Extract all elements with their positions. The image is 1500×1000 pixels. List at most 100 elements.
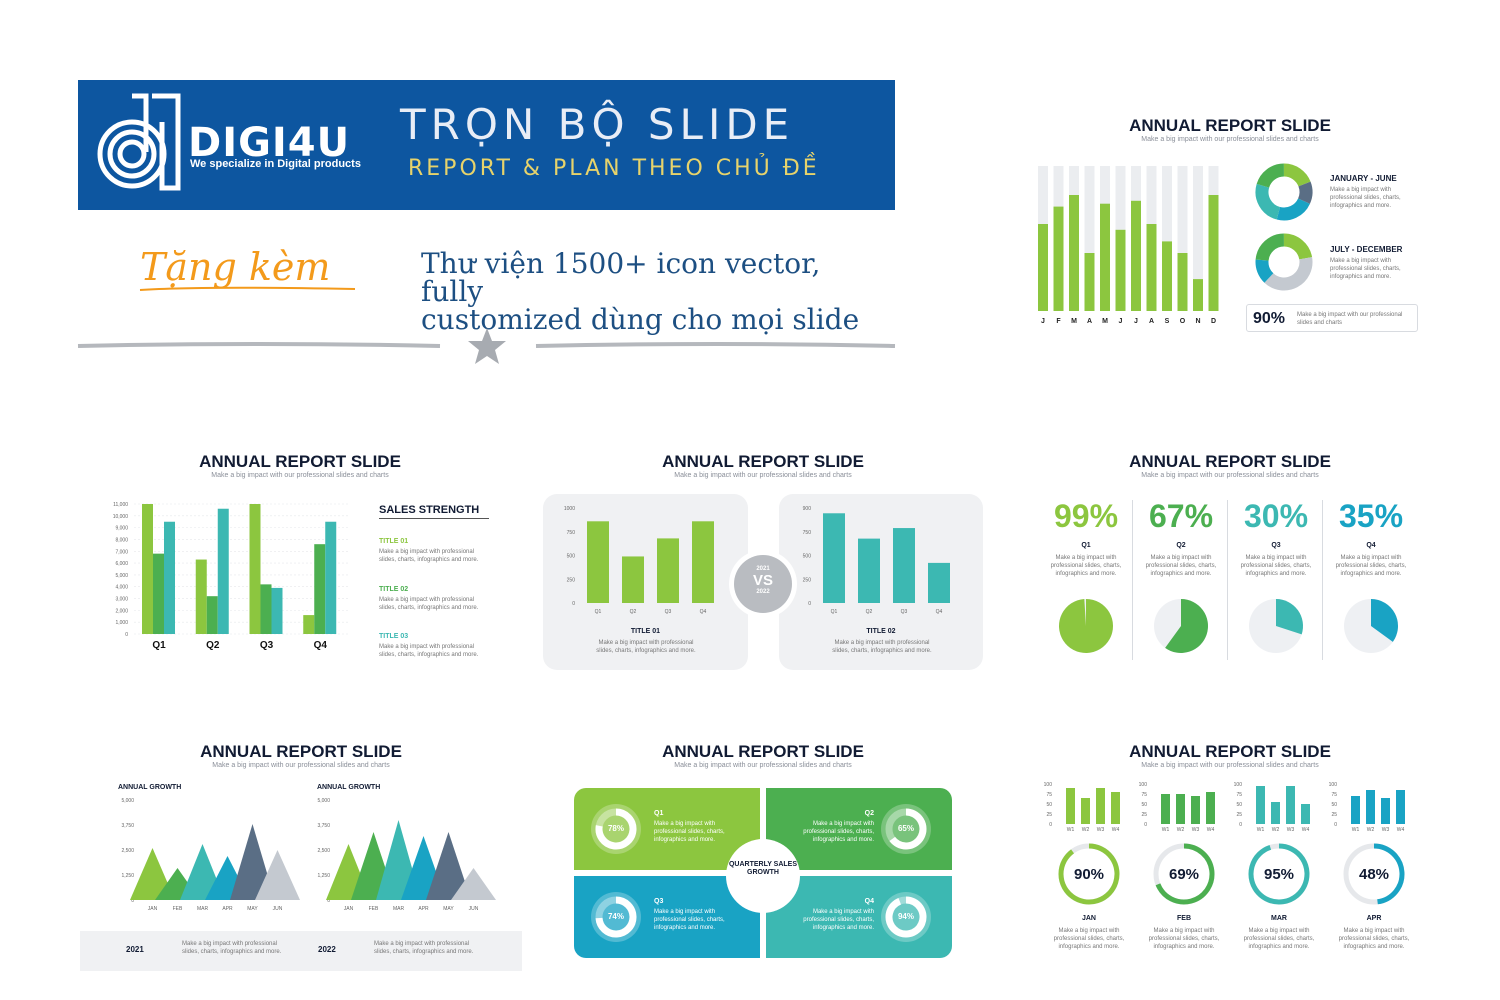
quadrant-label: Q2 — [864, 810, 874, 817]
slide-4: ANNUAL REPORT SLIDE Make a big impact wi… — [1040, 452, 1420, 667]
slide-5-footer: 2021 Make a big impact with professional… — [80, 931, 522, 971]
quadrant-label: Q1 — [654, 810, 664, 817]
quadrant-ring: 78% — [591, 804, 641, 854]
quadrant-q2: 65% Q2 Make a big impact with professional… — [766, 788, 952, 870]
slide-5-right-area-chart: 0 1,250 2,500 3,750 5,000 JAN FEB MAR APR MAY JUN — [317, 798, 496, 912]
y-tick: 500 — [567, 554, 576, 560]
quadrant-ring-arc — [595, 896, 637, 938]
vs-year-2: 2022 — [756, 589, 770, 595]
week-label: W3 — [1382, 827, 1390, 833]
month-bar — [1146, 224, 1157, 311]
slide-5-title: ANNUAL REPORT SLIDE — [200, 742, 402, 761]
month-bar — [1193, 279, 1203, 311]
quarter-bar — [206, 596, 218, 634]
slide-6-subtitle: Make a big impact with our professional … — [674, 762, 852, 769]
vs-badge: 2021 VS 2022 — [734, 555, 792, 613]
quarter-desc: Make a big impact with professional slid… — [1050, 555, 1122, 577]
y-tick: 2,500 — [317, 848, 330, 854]
weekly-bar-chart: 0 25 50 75 100 W1 W2 W3 W4 — [1234, 782, 1310, 833]
week-label: W1 — [1067, 827, 1075, 833]
month-bar — [1069, 195, 1079, 311]
y-tick: 75 — [1141, 792, 1147, 798]
brand-tagline: We specialize in Digital products — [190, 158, 361, 170]
week-label: W4 — [1302, 827, 1310, 833]
month-bar — [1162, 241, 1172, 311]
quarter-bar — [303, 615, 315, 634]
donut-2-slice — [1283, 233, 1313, 260]
slide-1-subtitle: Make a big impact with our professional … — [1141, 136, 1319, 143]
quarter-label: Q1 — [595, 609, 602, 615]
quadrant-ring: 74% — [591, 892, 641, 942]
month-desc: Make a big impact with professional slid… — [1053, 928, 1125, 950]
month-label: APR — [222, 906, 233, 912]
month-bar-bg — [1084, 166, 1095, 311]
week-bar — [1096, 788, 1105, 824]
growth-peak — [130, 848, 175, 900]
week-bar — [1256, 786, 1265, 824]
quarter-bar — [657, 538, 679, 603]
donut-1-desc: Make a big impact with professional slid… — [1330, 187, 1401, 209]
y-tick: 0 — [131, 898, 134, 904]
month-bar — [1084, 253, 1095, 311]
slide-2: ANNUAL REPORT SLIDE Make a big impact wi… — [100, 452, 500, 667]
slide-1-donut-2 — [1255, 233, 1313, 291]
slide-1-title: ANNUAL REPORT SLIDE — [1129, 116, 1331, 135]
y-tick: 250 — [567, 577, 576, 583]
month-bar — [1038, 224, 1048, 311]
y-tick: 500 — [803, 554, 812, 560]
quarter-bar — [928, 562, 950, 603]
column-divider — [1227, 500, 1228, 660]
y-tick: 75 — [1046, 792, 1052, 798]
month-name: FEB — [1177, 915, 1191, 922]
quadrant-ring-arc — [889, 808, 927, 850]
y-tick: 750 — [567, 530, 576, 536]
month-label: A — [1087, 318, 1092, 325]
title-02: TITLE 02 — [379, 586, 409, 593]
week-label: W2 — [1177, 827, 1185, 833]
slide-2-subtitle: Make a big impact with our professional … — [211, 472, 389, 479]
month-pct: 95% — [1264, 866, 1294, 883]
title-03: TITLE 03 — [379, 633, 409, 640]
percent-pie — [1344, 599, 1398, 653]
month-label: FEB — [173, 906, 183, 912]
quarter-bar — [893, 528, 915, 603]
quarter-label: Q1 — [1081, 542, 1091, 549]
y-tick: 25 — [1046, 812, 1052, 818]
quarter-label: Q3 — [1271, 542, 1281, 549]
month-bar-bg — [1177, 166, 1188, 311]
growth-label-1: ANNUAL GROWTH — [118, 784, 182, 791]
month-bar — [1131, 200, 1141, 311]
donut-1-slice — [1255, 183, 1281, 220]
star-divider — [77, 328, 896, 364]
banner-subtitle: REPORT & PLAN THEO CHỦ ĐỀ — [408, 156, 820, 181]
quadrant-ring: 94% — [881, 892, 931, 942]
quarter-desc: Make a big impact with professional slid… — [1335, 555, 1407, 577]
y-tick: 100 — [1139, 782, 1148, 788]
month-name: APR — [1366, 915, 1382, 922]
y-tick: 50 — [1141, 802, 1147, 808]
y-tick: 0 — [125, 632, 128, 638]
week-label: W2 — [1367, 827, 1375, 833]
month-ring-arc — [1058, 843, 1120, 905]
quarterly-center: QUARTERLY SALES GROWTH — [726, 839, 800, 913]
donut-2-slice — [1264, 257, 1313, 291]
title-03-desc: Make a big impact with professional slid… — [379, 644, 479, 658]
y-tick: 25 — [1331, 812, 1337, 818]
week-bar — [1206, 792, 1215, 824]
quarter-label: Q4 — [1366, 542, 1376, 549]
slide-2-bar-chart: 0 1,000 2,000 3,000 4,000 5,000 6,000 7,000 8,00… — [113, 502, 349, 651]
month-pct: 48% — [1359, 866, 1389, 883]
vs-text: VS — [752, 572, 773, 589]
month-label: J — [1134, 318, 1138, 325]
pie-slice — [1059, 599, 1113, 653]
slide-6: ANNUAL REPORT SLIDE Make a big impact wi… — [570, 742, 956, 960]
month-pct: 90% — [1074, 866, 1104, 883]
donut-2-slice — [1255, 233, 1285, 262]
percent-pie — [1249, 599, 1303, 653]
slide-2-title: ANNUAL REPORT SLIDE — [199, 452, 401, 471]
quadrant-desc: Make a big impact with professional slid… — [654, 821, 725, 843]
week-bar — [1301, 804, 1310, 824]
y-tick: 3,750 — [317, 823, 330, 829]
month-label: MAR — [197, 906, 209, 912]
quadrant-desc: Make a big impact with professional slid… — [803, 909, 874, 931]
